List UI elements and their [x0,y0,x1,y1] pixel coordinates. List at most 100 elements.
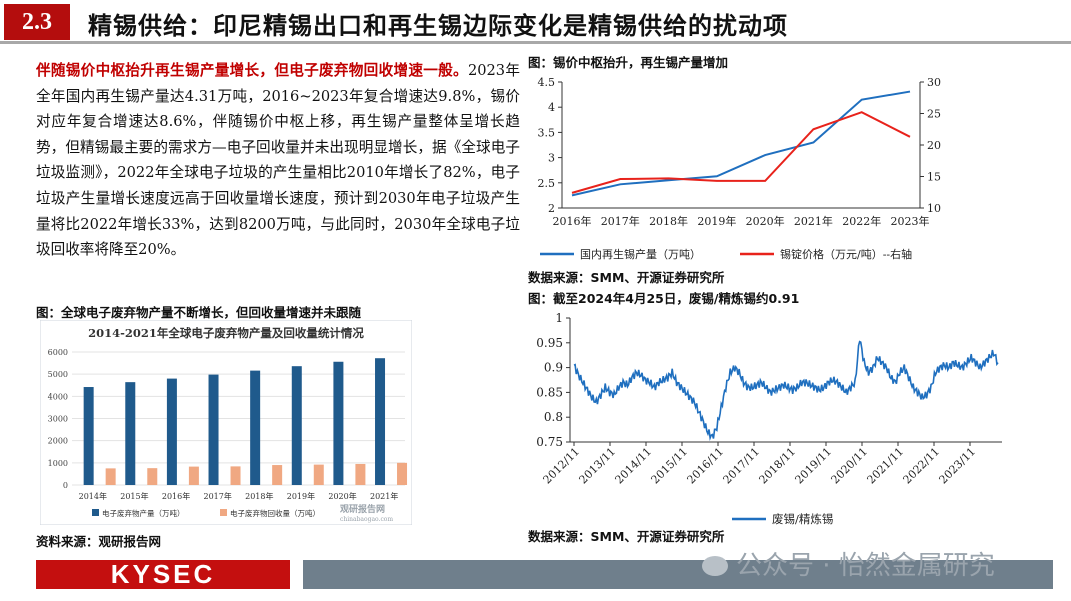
x-tick-label: 2016年 [553,214,592,228]
legend-label: 电子废弃物产量（万吨） [102,508,185,518]
bar [375,358,386,485]
x-tick-label: 2014/11 [613,445,655,487]
chart1-line-dual-axis: 2 2.5 3 3.5 4 4.5 10 15 20 25 30 2016年 2017年 2018年 201… [538,76,942,261]
legend-swatch [220,509,227,516]
chart3-source: 资料来源：观研报告网 [36,534,162,549]
y-tick-label: 2000 [48,437,68,446]
x-tick-label: 2021/11 [865,445,907,487]
x-tick-label: 2018年 [649,214,688,228]
body-detail: 2023年全年国内再生锡产量达4.31万吨，2016~2023年复合增速达9.8… [36,62,520,259]
y-tick-label: 5000 [48,370,68,379]
x-tick-label: 2023年 [891,214,930,228]
bar [333,361,344,485]
body-paragraph: 伴随锡价中枢抬升再生锡产量增长，但电子废弃物回收增速一般。2023年全年国内再生… [36,58,520,263]
bar [272,465,283,485]
y-tick-label: 0.9 [544,361,563,375]
legend-label: 电子废弃物回收量（万吨） [230,508,320,518]
x-tick-label: 2012/11 [541,445,583,487]
series-line [573,340,999,441]
chart1-source: 数据来源：SMM、开源证券研究所 [528,270,725,285]
series-line [571,111,911,194]
bar [105,468,116,485]
left-tick-label: 4 [548,101,555,114]
x-tick-label: 2017/11 [721,445,763,487]
y-tick-label: 6000 [48,348,68,357]
left-tick-label: 2 [548,202,555,215]
bar [313,464,324,485]
section-number: 2.3 [4,4,70,40]
chart3-title: 2014-2021年全球电子废弃物产量及回收量统计情况 [88,326,364,340]
y-tick-label: 3000 [48,415,68,424]
left-tick-label: 4.5 [538,76,556,89]
wechat-icon [702,556,728,576]
y-tick-label: 0.75 [536,435,563,449]
chart1-caption: 图：锡价中枢抬升，再生锡产量增加 [528,55,729,70]
x-tick-label: 2015年 [120,491,148,501]
bar [188,466,199,485]
y-tick-label: 0.85 [536,385,563,399]
company-logo: KYSEC [36,559,290,589]
right-tick-label: 30 [927,76,941,89]
x-tick-label: 2023/11 [937,445,979,487]
right-tick-label: 25 [927,108,941,121]
x-tick-label: 2022/11 [901,445,943,487]
left-tick-label: 3 [548,152,555,165]
chart2-caption: 图：截至2024年4月25日，废锡/精炼锡约0.91 [528,291,800,306]
lead-sentence: 伴随锡价中枢抬升再生锡产量增长，但电子废弃物回收增速一般。 [36,62,468,79]
bar [166,378,177,485]
footer-bar [303,560,1053,589]
slide-footer: KYSEC [0,557,1071,601]
legend-label: 国内再生锡产量（万吨） [580,247,701,261]
x-tick-label: 2020/11 [829,445,871,487]
title-divider [0,41,1071,44]
x-tick-label: 2017年 [204,491,232,501]
y-tick-label: 0 [63,481,68,490]
watermark-text: 公众号 · 怡然金属研究 [736,551,995,581]
chart3-watermark: 观研报告网 [340,503,385,515]
x-tick-label: 2020年 [328,491,356,501]
left-tick-label: 2.5 [538,177,556,190]
x-tick-label: 2017年 [601,214,640,228]
x-tick-label: 2021年 [794,214,833,228]
chart2-source: 数据来源：SMM、开源证券研究所 [528,529,725,544]
slide-header: 2.3 精锡供给：印尼精锡出口和再生锡边际变化是精锡供给的扰动项 [0,0,1071,44]
legend-label: 锡锭价格（万元/吨）--右轴 [780,247,912,261]
x-tick-label: 2014年 [79,491,107,501]
bar [147,468,158,485]
x-tick-label: 2019年 [287,491,315,501]
chart3-bar-chart: 2014-2021年全球电子废弃物产量及回收量统计情况 0 1000 2000 3000… [40,320,412,525]
x-tick-label: 2018/11 [757,445,799,487]
x-tick-label: 2022年 [842,214,881,228]
series-line [571,90,911,197]
y-tick-label: 0.95 [536,336,563,350]
legend-swatch [92,509,99,516]
x-tick-label: 2015/11 [649,445,691,487]
bar [250,370,261,485]
x-tick-label: 2021年 [370,491,398,501]
bar [397,462,408,485]
left-tick-label: 3.5 [538,126,556,139]
x-tick-label: 2016年 [162,491,190,501]
right-tick-label: 15 [927,171,941,184]
legend-label: 废锡/精炼锡 [772,512,833,526]
bar [125,382,136,485]
chart2-ratio-line: 0.75 0.8 0.85 0.9 0.95 1 2012/112013/112014/11… [536,311,1002,526]
y-tick-label: 1 [555,311,563,325]
bar [291,366,302,485]
bar [83,387,94,485]
chart3-watermark-url: chinabaogao.com [340,516,393,523]
chart3-frame [40,320,412,525]
x-tick-label: 2018年 [245,491,273,501]
x-tick-label: 2019年 [697,214,736,228]
x-tick-label: 2019/11 [793,445,835,487]
bar [208,374,219,485]
bar [355,463,366,485]
bar [230,466,241,485]
y-tick-label: 1000 [48,459,68,468]
y-tick-label: 0.8 [544,410,563,424]
right-tick-label: 10 [927,202,941,215]
slide-title: 精锡供给：印尼精锡出口和再生锡边际变化是精锡供给的扰动项 [88,12,788,40]
right-tick-label: 20 [927,139,941,152]
x-tick-label: 2020年 [746,214,785,228]
x-tick-label: 2013/11 [577,445,619,487]
